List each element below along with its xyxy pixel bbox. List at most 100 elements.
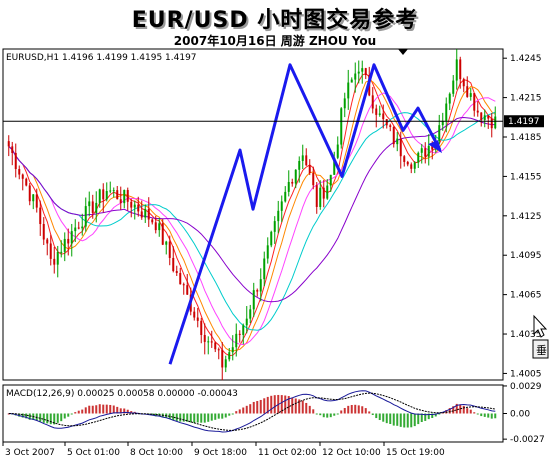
macd-histogram-bar [396,413,399,426]
candle-body [266,245,269,259]
candle-body [14,152,17,170]
price-tick-label: 1.4155 [510,172,542,182]
macd-histogram-bar [95,405,98,414]
candle-body [287,181,290,192]
candle-body [280,201,283,211]
macd-histogram-bar [21,413,24,418]
macd-histogram-bar [186,413,189,422]
candle-body [312,172,315,186]
candle-body [424,148,427,157]
candle-body [112,190,115,192]
macd-signal-line [8,392,496,431]
candle-body [333,157,336,175]
macd-tick-label: 0.00 [510,410,530,420]
price-tick-label: 1.4035 [510,330,542,340]
macd-histogram-bar [252,401,255,414]
candle-body [375,108,378,115]
price-tick-label: 1.4185 [510,133,542,143]
macd-histogram-bar [109,404,112,414]
candle-body [406,161,409,165]
candle-body [154,222,157,231]
macd-histogram-bar [483,413,486,417]
candle-body [473,93,476,111]
time-tick-label: 8 Oct 10:00 [130,448,183,458]
candle-body [228,352,231,360]
candle-body [476,110,479,113]
candle-body [179,273,182,285]
macd-histogram-bar [343,407,346,414]
candle-body [438,125,441,142]
macd-histogram-bar [179,413,182,422]
candle-body [172,257,175,272]
macd-histogram-bar [410,413,413,428]
macd-histogram-bar [399,413,402,427]
candle-body [67,238,70,244]
macd-histogram-bar [172,413,175,421]
macd-histogram-bar [88,405,91,414]
macd-histogram-bar [364,408,367,414]
candle-body [200,320,203,335]
candle-body [18,169,21,175]
candle-body [361,68,364,72]
candle-body [364,68,367,75]
price-tick-label: 1.4215 [510,94,542,104]
price-tick-label: 1.4005 [510,369,542,379]
candle-body [371,95,374,109]
candle-body [28,185,31,202]
moving-average-line [8,92,496,346]
time-tick-label: 12 Oct 10:00 [322,448,381,458]
macd-histogram-bar [284,395,287,414]
candle-body [455,59,458,81]
macd-histogram-bar [385,413,388,424]
macd-histogram-bar [70,413,73,415]
macd-histogram-bar [259,399,262,414]
candle-body [137,204,140,212]
candle-body [252,290,255,310]
candle-body [175,271,178,274]
candle-body [462,79,465,87]
candle-body [291,181,294,184]
macd-histogram-bar [336,413,339,415]
macd-histogram-bar [417,413,420,425]
macd-histogram-bar [28,413,31,420]
current-price-box [504,115,544,128]
chart-shift-marker[interactable] [398,49,408,55]
candle-body [466,86,469,97]
macd-histogram-bar [116,406,119,414]
macd-histogram-bar [42,413,45,423]
macd-histogram-bar [102,404,105,414]
candle-body [242,325,245,335]
macd-histogram-bar [39,413,42,422]
macd-histogram-bar [420,413,423,422]
macd-histogram-bar [361,406,364,414]
candle-body [396,138,399,145]
candle-body [63,238,66,252]
candle-body [354,73,357,80]
candle-body [116,190,119,200]
candle-body [326,185,329,199]
candle-body [224,359,227,368]
candle-body [168,241,171,258]
candle-body [21,174,24,179]
macd-histogram-bar [273,395,276,414]
candle-body [308,165,311,173]
time-axis: 3 Oct 2007 5 Oct 01:00 8 Oct 10:00 9 Oct 18… [2,442,445,458]
candle-body [60,251,63,253]
macd-histogram-bar [123,408,126,414]
candle-body [207,341,210,343]
candle-body [392,126,395,145]
macd-histogram-bar [431,413,434,419]
macd-histogram-bar [434,413,437,417]
symbol-info: EURUSD,H1 1.4196 1.4199 1.4195 1.4197 [6,53,197,63]
macd-histogram-bar [382,413,385,422]
candle-body [277,210,280,222]
candle-body [7,141,10,147]
candle-body [410,164,413,169]
macd-histogram-bar [238,409,241,414]
candle-body [245,318,248,326]
macd-histogram-bar [389,413,392,425]
candle-body [284,191,287,202]
macd-histogram-bar [455,403,458,414]
macd-histogram-bar [130,411,133,414]
candle-body [413,162,416,169]
